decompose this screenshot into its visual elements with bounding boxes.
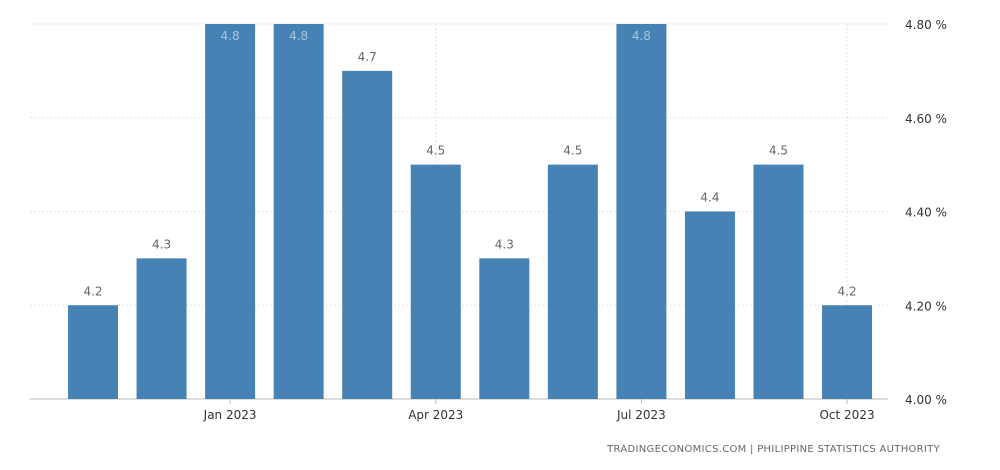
x-axis-ticks: Jan 2023 Apr 2023 Jul 2023 Oct 2023 xyxy=(203,399,875,422)
data-label: 4.8 xyxy=(632,29,651,43)
bar xyxy=(68,305,118,399)
y-tick-label: 4.40 % xyxy=(905,206,947,220)
data-label: 4.8 xyxy=(289,29,308,43)
bar xyxy=(136,258,187,399)
y-tick-label: 4.80 % xyxy=(905,18,947,32)
data-label: 4.7 xyxy=(358,50,377,64)
y-tick-label: 4.20 % xyxy=(905,299,947,313)
y-axis-ticks: 4.00 % 4.20 % 4.40 % 4.60 % 4.80 % xyxy=(905,18,947,407)
data-label: 4.5 xyxy=(769,144,788,158)
bar xyxy=(410,164,461,399)
bar xyxy=(753,164,804,399)
x-tick-label: Apr 2023 xyxy=(408,408,463,422)
y-tick-label: 4.60 % xyxy=(905,112,947,126)
data-label: 4.2 xyxy=(838,284,857,298)
source-credit: TRADINGECONOMICS.COM | PHILIPPINE STATIS… xyxy=(607,444,940,455)
bars xyxy=(68,24,873,399)
y-tick-label: 4.00 % xyxy=(905,393,947,407)
x-tick-label: Jan 2023 xyxy=(203,408,257,422)
bar xyxy=(273,24,324,399)
bar xyxy=(342,70,393,399)
data-label: 4.3 xyxy=(495,237,514,251)
data-label: 4.5 xyxy=(563,144,582,158)
bar xyxy=(616,24,667,399)
x-tick-label: Oct 2023 xyxy=(819,408,874,422)
data-label: 4.2 xyxy=(83,284,102,298)
bar xyxy=(479,258,530,399)
bar xyxy=(822,305,873,399)
bar xyxy=(684,211,735,399)
bar xyxy=(205,24,256,399)
bar xyxy=(547,164,598,399)
data-labels: 4.2 4.3 4.8 4.8 4.7 4.5 4.3 4.5 4.8 4.4 4.5 4.2 xyxy=(83,29,856,298)
data-label: 4.4 xyxy=(700,191,719,205)
data-label: 4.8 xyxy=(221,29,240,43)
data-label: 4.5 xyxy=(426,144,445,158)
data-label: 4.3 xyxy=(152,237,171,251)
x-tick-label: Jul 2023 xyxy=(616,408,666,422)
